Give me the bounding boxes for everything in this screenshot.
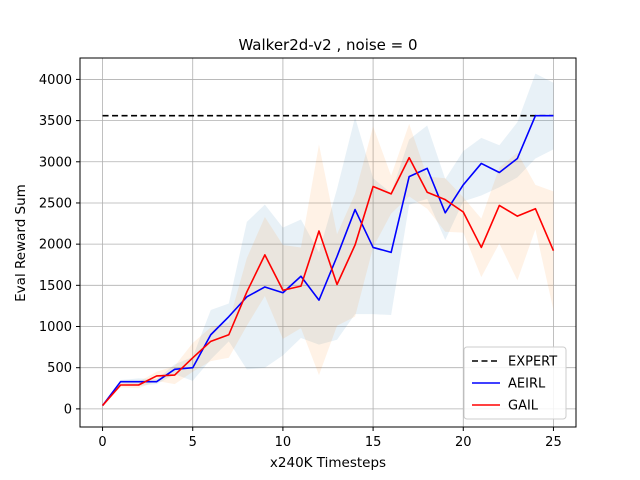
x-ticks: 0 5 10 15 20 25	[98, 427, 562, 450]
legend-label-gail: GAIL	[508, 399, 539, 414]
x-tick-label: 5	[189, 435, 197, 450]
y-tick-label: 4000	[39, 73, 72, 88]
plot-frame	[79, 57, 577, 428]
x-tick-label: 0	[98, 435, 106, 450]
legend-box	[463, 346, 567, 420]
series-line-aeirl	[101, 114, 554, 407]
band-gail	[102, 123, 554, 406]
y-axis-label: Eval Reward Sum	[13, 184, 29, 302]
y-tick-label: 3500	[39, 114, 72, 129]
x-tick-label: 15	[365, 435, 382, 450]
chart-title: Walker2d-v2 , noise = 0	[238, 36, 417, 54]
y-tick-label: 2000	[39, 238, 72, 253]
y-tick-label: 1000	[39, 320, 72, 335]
y-tick-label: 500	[47, 361, 72, 376]
axes	[79, 57, 577, 428]
x-axis-label: x240K Timesteps	[270, 455, 386, 471]
x-tick-label: 25	[545, 435, 562, 450]
y-tick-label: 3000	[39, 155, 72, 170]
legend: EXPERT AEIRL GAIL	[463, 346, 567, 420]
y-tick-label: 1500	[39, 279, 72, 294]
y-tick-label: 2500	[39, 196, 72, 211]
legend-label-aeirl: AEIRL	[508, 377, 546, 392]
y-ticks: 0 500 1000 1500 2000 2500 3000 3500 4000	[39, 73, 80, 417]
confidence-bands	[102, 73, 554, 406]
x-tick-label: 10	[275, 435, 292, 450]
legend-label-expert: EXPERT	[508, 355, 557, 370]
x-tick-label: 20	[455, 435, 472, 450]
band-aeirl	[102, 73, 554, 406]
grid	[80, 58, 576, 427]
y-tick-label: 0	[64, 402, 72, 417]
series-lines	[101, 114, 555, 407]
series-line-gail	[101, 156, 555, 407]
